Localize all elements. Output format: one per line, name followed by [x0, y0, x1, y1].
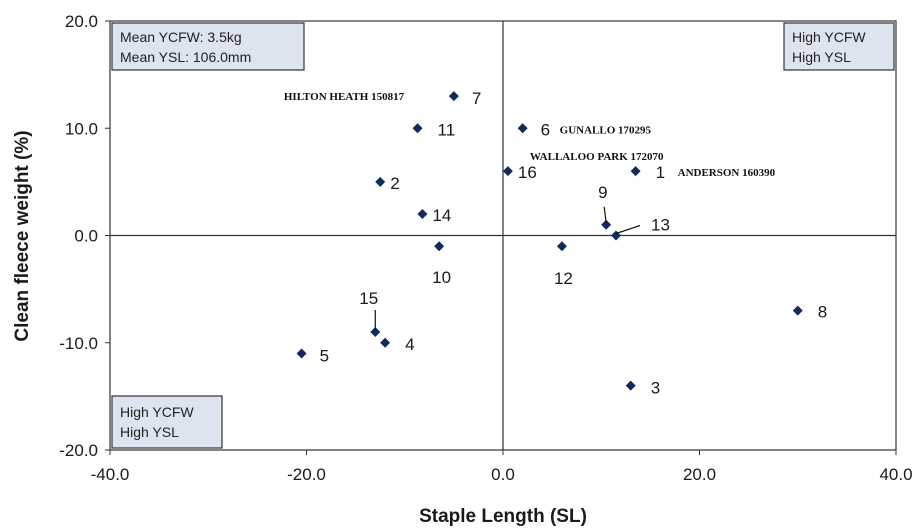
- top-right-line-1: High YCFW: [792, 29, 866, 45]
- mean-info-box: Mean YCFW: 3.5kg Mean YSL: 106.0mm: [111, 22, 305, 71]
- ram-name-labels: ANDERSON 160390 GUNALLO 170295 HILTON HEAT…: [284, 91, 776, 179]
- bottom-left-quadrant-box: High YCFW High YSL: [111, 395, 223, 449]
- leader-lines: [374, 206, 641, 331]
- point-label-13: 13: [651, 216, 670, 235]
- data-point-9: [601, 219, 612, 230]
- data-point-6: [517, 123, 528, 134]
- point-label-2: 2: [390, 174, 399, 193]
- data-points: [296, 91, 803, 391]
- data-point-8: [792, 305, 803, 316]
- x-tick-label: -20.0: [287, 465, 326, 484]
- data-point-15: [370, 327, 381, 338]
- data-point-11: [412, 123, 423, 134]
- point-label-7: 7: [472, 89, 481, 108]
- data-point-7: [448, 91, 459, 102]
- x-tick-label: 20.0: [683, 465, 716, 484]
- y-tick-label: 10.0: [65, 119, 98, 138]
- point-label-11: 11: [438, 120, 456, 139]
- y-tick-label: 0.0: [74, 227, 98, 246]
- x-axis-title: Staple Length (SL): [419, 506, 587, 527]
- ram-name-6: GUNALLO 170295: [560, 124, 652, 136]
- data-point-5: [296, 348, 307, 359]
- y-tick-labels: 20.0 10.0 0.0 -10.0 -20.0: [59, 12, 98, 460]
- data-point-1: [630, 166, 641, 177]
- point-label-9: 9: [598, 183, 607, 202]
- mean-ycfw-text: Mean YCFW: 3.5kg: [120, 29, 242, 45]
- ram-name-16: WALLALOO PARK 172070: [530, 151, 664, 163]
- point-label-12: 12: [554, 269, 573, 288]
- ram-name-7: HILTON HEATH 150817: [284, 91, 405, 103]
- point-label-1: 1: [656, 163, 665, 182]
- leader-line-9: [603, 206, 607, 223]
- y-tick-label: -10.0: [59, 334, 98, 353]
- point-label-10: 10: [432, 268, 451, 287]
- data-point-16: [502, 166, 513, 177]
- leader-line-13: [615, 224, 641, 235]
- data-point-10: [434, 241, 445, 252]
- x-tick-label: -40.0: [91, 465, 130, 484]
- ram-name-1: ANDERSON 160390: [678, 167, 776, 179]
- y-tick-label: 20.0: [65, 12, 98, 31]
- point-label-6: 6: [541, 120, 550, 139]
- y-axis-title: Clean fleece weight (%): [12, 130, 33, 341]
- y-tick-label: -20.0: [59, 441, 98, 460]
- data-point-12: [556, 241, 567, 252]
- point-label-3: 3: [651, 379, 660, 398]
- x-tick-labels: -40.0 -20.0 0.0 20.0 40.0: [91, 465, 913, 484]
- point-label-4: 4: [405, 335, 414, 354]
- bottom-left-line-1: High YCFW: [120, 404, 194, 420]
- x-tick-label: 0.0: [491, 465, 515, 484]
- point-label-14: 14: [432, 206, 451, 225]
- bottom-left-line-2: High YSL: [120, 424, 179, 440]
- data-point-14: [417, 209, 428, 220]
- data-point-3: [625, 380, 636, 391]
- point-label-8: 8: [818, 303, 827, 322]
- data-point-2: [375, 176, 386, 187]
- point-label-16: 16: [518, 163, 537, 182]
- x-tick-label: 40.0: [879, 465, 912, 484]
- top-right-quadrant-box: High YCFW High YSL: [783, 22, 895, 71]
- mean-ysl-text: Mean YSL: 106.0mm: [120, 49, 251, 65]
- tick-marks: [105, 20, 897, 455]
- data-point-4: [380, 337, 391, 348]
- point-label-5: 5: [320, 346, 329, 365]
- top-right-line-2: High YSL: [792, 49, 851, 65]
- point-label-15: 15: [359, 289, 378, 308]
